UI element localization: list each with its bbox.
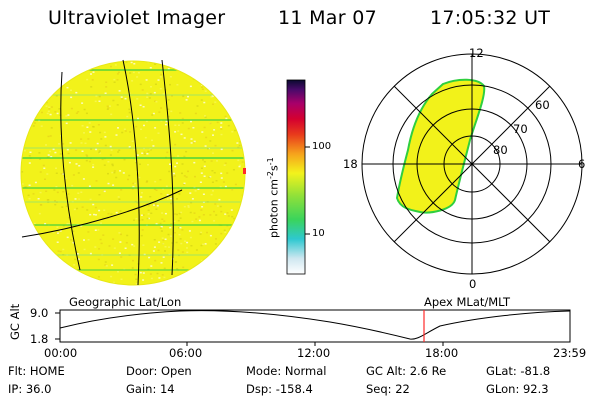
apex-label: Apex MLat/MLT: [424, 295, 511, 309]
time-label: 17:05:32 UT: [430, 7, 551, 29]
mlt-label-12: 12: [469, 46, 484, 60]
orbit-xtick-0000: 00:00: [44, 346, 78, 360]
lat-label-70: 70: [513, 122, 528, 136]
status-dsp: Dsp: -158.4: [246, 382, 313, 396]
latitude-line: [21, 189, 183, 238]
geographic-image: [20, 59, 246, 286]
colorbar-gradient: [286, 79, 306, 275]
auroral-oval: [395, 78, 486, 214]
status-gc-alt: GC Alt: 2.6 Re: [366, 364, 447, 378]
orbit-xtick-0600: 06:00: [169, 346, 203, 360]
unit-seconds: s: [267, 165, 281, 172]
orbit-xtick-1200: 12:00: [297, 346, 331, 360]
lat-label-60: 60: [535, 98, 550, 112]
status-seq: Seq: 22: [366, 382, 410, 396]
mlt-label-6: 6: [578, 157, 586, 171]
orbit-ylabel: GC Alt: [8, 303, 22, 340]
lat-label-80: 80: [493, 143, 508, 157]
orbit-xtick-2359: 23:59: [553, 346, 587, 360]
colorbar-unit-label: photon cm-2s-1: [266, 157, 281, 238]
orbit-altitude-curve: [59, 310, 571, 340]
instrument-title: Ultraviolet Imager: [48, 7, 226, 29]
colorbar-tick-label-100: 100: [312, 141, 332, 152]
orbit-xtick-1800: 18:00: [425, 346, 459, 360]
date-label: 11 Mar 07: [278, 7, 377, 29]
orbit-plot: [55, 309, 571, 346]
meridian-line: [161, 59, 174, 276]
image-disk: [21, 61, 245, 285]
unit-exponent-2: -1: [266, 157, 275, 166]
hot-pixel-marker: [243, 168, 246, 174]
colorbar: [286, 79, 310, 275]
meridian-line: [60, 71, 81, 271]
polar-axis-diagonal: [393, 85, 551, 243]
mlt-label-0: 0: [469, 277, 477, 291]
status-glon: GLon: 92.3: [486, 382, 549, 396]
mlt-label-18: 18: [343, 157, 358, 171]
orbit-ytick-1-8: 1.8: [30, 332, 49, 346]
status-ip: IP: 36.0: [8, 382, 52, 396]
status-gain: Gain: 14: [126, 382, 175, 396]
polar-plot: [361, 53, 583, 275]
status-mode: Mode: Normal: [246, 364, 327, 378]
colorbar-tick-label-10: 10: [312, 228, 325, 239]
status-flt: Flt: HOME: [8, 364, 65, 378]
orbit-ytick-9: 9.0: [30, 306, 49, 320]
meridian-line: [122, 59, 140, 286]
status-glat: GLat: -81.8: [486, 364, 551, 378]
status-door: Door: Open: [126, 364, 192, 378]
geographic-label: Geographic Lat/Lon: [69, 295, 182, 309]
unit-exponent-1: -2: [266, 171, 275, 180]
unit-text: photon cm: [267, 179, 281, 238]
